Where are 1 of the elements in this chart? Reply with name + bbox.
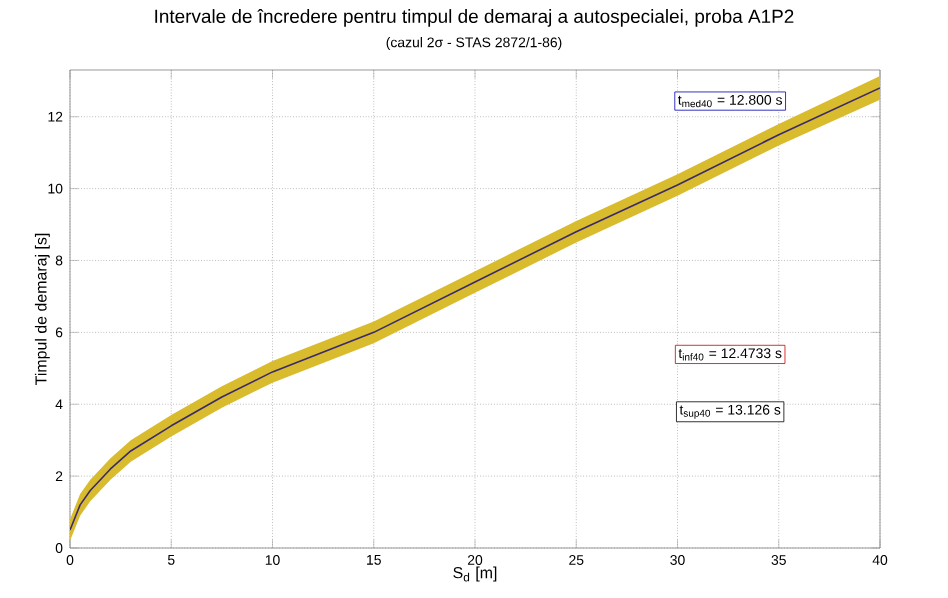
chart-title: Intervale de încredere pentru timpul de demaraj a autospecialei, proba A1P2 [155,9,794,27]
